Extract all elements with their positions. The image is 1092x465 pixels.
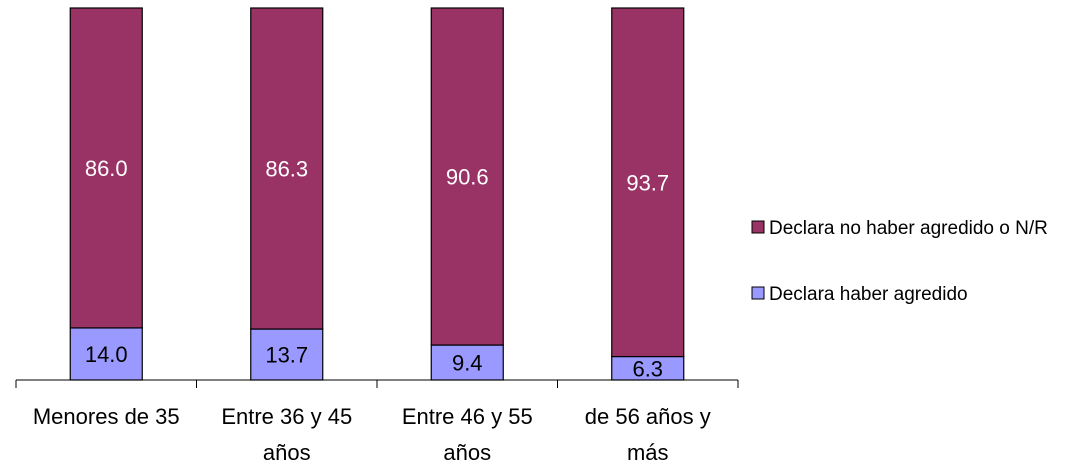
legend-label-1: Declara haber agredido <box>769 284 968 305</box>
legend-swatch-1 <box>751 286 765 300</box>
category-label-2-line-0: Entre 46 y 55 <box>402 404 533 429</box>
bar-segment-no-haber-agredido-1 <box>250 7 324 330</box>
bar-segment-haber-agredido-0 <box>69 327 143 381</box>
value-label-haber-agredido-0: 14.0 <box>85 342 128 367</box>
bar-segment-no-haber-agredido-0 <box>69 7 143 329</box>
legend-label-0: Declara no haber agredido o N/R <box>769 218 1048 239</box>
category-label-3-line-1: más <box>627 440 669 465</box>
category-label-0-line-0: Menores de 35 <box>33 404 180 429</box>
value-label-no-haber-agredido-1: 86.3 <box>265 157 308 182</box>
category-label-3-line-0: de 56 años y <box>585 404 711 429</box>
value-label-no-haber-agredido-0: 86.0 <box>85 156 128 181</box>
legend-swatch-0 <box>751 220 765 234</box>
bar-segment-no-haber-agredido-3 <box>611 7 685 358</box>
value-label-haber-agredido-1: 13.7 <box>265 343 308 368</box>
value-label-haber-agredido-2: 9.4 <box>452 351 483 376</box>
value-label-no-haber-agredido-3: 93.7 <box>626 170 669 195</box>
category-label-1-line-1: años <box>263 440 311 465</box>
value-label-no-haber-agredido-2: 90.6 <box>446 165 489 190</box>
bar-segment-no-haber-agredido-2 <box>430 7 504 346</box>
category-label-1-line-0: Entre 36 y 45 <box>221 404 352 429</box>
category-label-2-line-1: años <box>443 440 491 465</box>
value-label-haber-agredido-3: 6.3 <box>632 356 663 381</box>
